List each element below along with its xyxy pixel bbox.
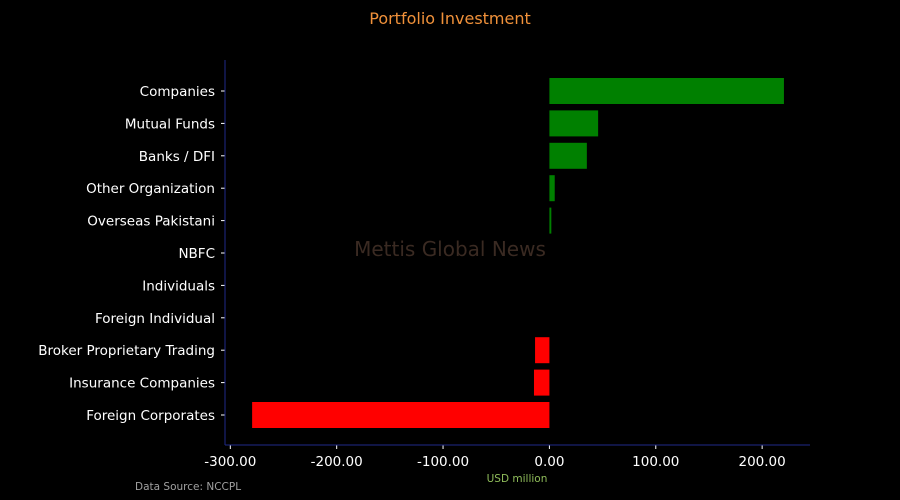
- bar-mutual-funds: [549, 110, 599, 137]
- bar-other-organization: [549, 175, 555, 202]
- category-label: Banks / DFI: [139, 149, 215, 165]
- data-source-note: Data Source: NCCPL: [135, 481, 241, 493]
- watermark-text: Mettis Global News: [354, 237, 546, 261]
- bar-insurance-companies: [533, 369, 550, 396]
- category-label: Foreign Corporates: [86, 408, 215, 424]
- bar-banks-dfi: [549, 142, 587, 169]
- bar-companies: [549, 78, 784, 104]
- bar-broker-proprietary-trading: [535, 337, 550, 364]
- category-label: Insurance Companies: [69, 376, 215, 392]
- x-axis-label: USD million: [487, 473, 548, 485]
- x-tick-label: -200.00: [311, 454, 363, 470]
- category-label: Mutual Funds: [125, 116, 215, 132]
- x-tick-label: 0.00: [534, 454, 564, 470]
- bar-overseas-pakistani: [549, 207, 552, 234]
- bars-group: [252, 78, 784, 428]
- category-label: Companies: [140, 84, 215, 100]
- x-tick-label: -300.00: [204, 454, 256, 470]
- category-label: Foreign Individual: [95, 311, 215, 327]
- category-label: Individuals: [142, 278, 215, 294]
- category-label: Broker Proprietary Trading: [38, 343, 215, 359]
- x-tick-label: -100.00: [417, 454, 469, 470]
- category-labels: Companies Mutual Funds Banks / DFI Other Or…: [38, 84, 225, 424]
- category-label: NBFC: [178, 246, 215, 262]
- x-axis-ticks: -300.00 -200.00 -100.00 0.00 100.00 200.00: [204, 445, 786, 470]
- x-tick-label: 100.00: [632, 454, 679, 470]
- category-label: Overseas Pakistani: [87, 214, 215, 230]
- x-tick-label: 200.00: [739, 454, 786, 470]
- bar-foreign-corporates: [252, 402, 550, 428]
- category-label: Other Organization: [86, 181, 215, 197]
- chart-title: Portfolio Investment: [369, 9, 531, 28]
